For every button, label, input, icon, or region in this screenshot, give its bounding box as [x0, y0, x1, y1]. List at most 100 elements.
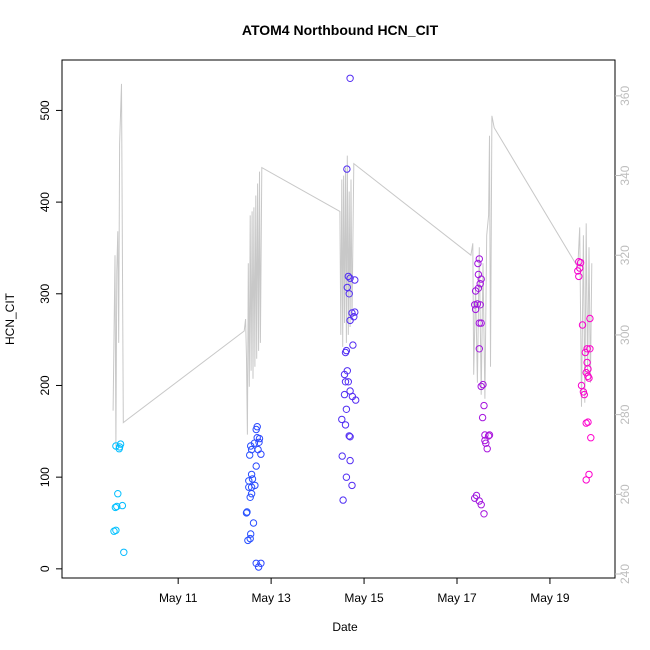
data-point [340, 390, 349, 399]
x-tick-label: May 13 [251, 591, 291, 605]
data-point [346, 387, 354, 395]
data-point [474, 259, 482, 268]
data-point [252, 462, 260, 470]
data-point [243, 508, 251, 516]
data-point [480, 510, 488, 518]
data-point [478, 413, 487, 422]
data-point [349, 341, 357, 349]
data-point [352, 396, 360, 404]
data-point [344, 378, 352, 386]
data-point [345, 290, 353, 298]
y-axis-right: 240 260 280 300 320 340 360 [615, 86, 632, 584]
data-point [253, 423, 261, 431]
y-axis-left: 0 100 200 300 400 500 [38, 100, 62, 572]
data-point [485, 431, 494, 439]
altitude-line-layer [112, 83, 593, 447]
x-tick-label: May 11 [159, 591, 198, 605]
data-point [120, 548, 128, 556]
data-point [111, 503, 120, 512]
data-point [475, 255, 483, 263]
data-point [586, 345, 594, 353]
y-tick-label: 200 [38, 375, 52, 395]
data-point [255, 434, 264, 443]
data-point [584, 365, 592, 373]
data-point [477, 275, 485, 283]
data-point [585, 374, 593, 382]
data-point [475, 345, 483, 353]
y-tick-label: 300 [38, 283, 52, 303]
data-point [479, 380, 487, 389]
data-point [477, 319, 485, 327]
y-tick-label: 500 [38, 100, 52, 120]
data-point [342, 473, 351, 481]
y-right-tick-label: 260 [618, 484, 632, 504]
data-point [342, 405, 351, 413]
data-point [346, 74, 354, 83]
data-point [477, 382, 485, 391]
altitude-line [112, 83, 593, 447]
data-point [351, 308, 359, 316]
data-point [244, 536, 252, 545]
data-point [581, 348, 589, 357]
plot-frame [61, 59, 616, 579]
data-point [351, 276, 359, 284]
data-point [582, 419, 590, 427]
data-point [255, 438, 263, 446]
data-point [584, 372, 592, 380]
y-right-tick-label: 300 [618, 325, 632, 345]
data-point [114, 490, 122, 498]
data-point [577, 381, 586, 390]
data-point [575, 272, 583, 281]
data-point [346, 433, 354, 441]
data-point [248, 475, 257, 483]
data-point [481, 431, 489, 439]
data-point [341, 378, 350, 386]
data-point [584, 418, 592, 426]
data-point [475, 497, 483, 505]
data-point [339, 496, 347, 504]
point-layer [110, 74, 595, 571]
y-right-tick-label: 320 [618, 245, 632, 265]
chart-title: ATOM4 Northbound HCN_CIT [242, 22, 439, 38]
data-point [484, 432, 493, 440]
data-point [578, 321, 587, 329]
data-point [247, 470, 256, 479]
data-point [580, 390, 588, 399]
data-point [338, 415, 346, 424]
data-point [252, 559, 260, 567]
data-point [348, 481, 356, 490]
y-right-tick-label: 340 [618, 165, 632, 185]
data-point [474, 284, 483, 292]
x-axis: May 11 May 13 May 15 May 17 May 19 [159, 578, 570, 605]
data-point [246, 493, 254, 501]
data-point [350, 313, 358, 321]
data-point [345, 432, 353, 440]
data-point [343, 283, 351, 292]
data-point [476, 280, 484, 288]
data-point [247, 530, 255, 538]
data-point [583, 345, 591, 353]
data-point [254, 563, 263, 571]
data-point [576, 258, 585, 267]
data-point [346, 316, 354, 325]
data-point [341, 421, 350, 429]
y-tick-label: 100 [38, 467, 52, 487]
data-point [246, 534, 254, 543]
x-tick-label: May 15 [344, 591, 384, 605]
x-tick-label: May 17 [437, 591, 477, 605]
y-tick-label: 0 [38, 565, 52, 572]
data-point [343, 367, 351, 375]
data-point [249, 519, 258, 527]
data-point [483, 445, 491, 453]
data-point [112, 526, 120, 534]
data-point [118, 501, 127, 510]
data-point [338, 452, 346, 460]
data-point [251, 481, 259, 490]
y-right-tick-label: 280 [618, 404, 632, 424]
data-point [343, 165, 351, 173]
x-tick-label: May 19 [530, 591, 570, 605]
data-point [245, 477, 253, 485]
y-right-tick-label: 240 [618, 564, 632, 584]
data-point [346, 456, 354, 465]
